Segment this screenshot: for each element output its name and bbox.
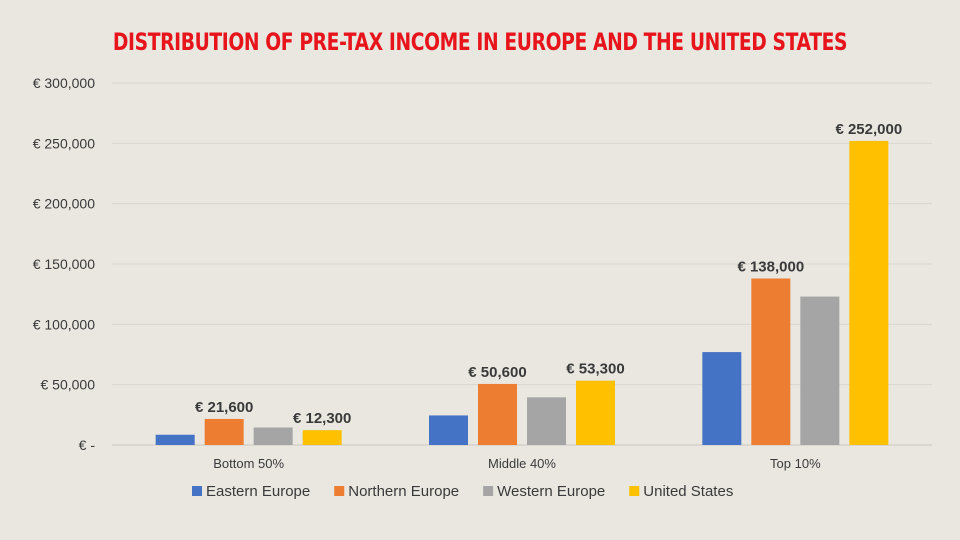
y-tick-label: € 200,000 (33, 196, 95, 212)
bar (800, 296, 840, 445)
legend-swatch (192, 486, 202, 496)
x-tick-label: Top 10% (770, 456, 821, 471)
bar (478, 383, 517, 445)
data-label: € 12,300 (293, 410, 351, 427)
bar (751, 278, 791, 445)
data-label: € 138,000 (737, 258, 804, 275)
legend-label: Eastern Europe (206, 483, 310, 500)
bar (204, 418, 244, 445)
data-label: € 53,300 (566, 361, 624, 378)
y-tick-label: € 300,000 (33, 75, 95, 91)
y-tick-label: € 50,000 (41, 377, 96, 393)
bar (302, 430, 342, 445)
chart-title: DISTRIBUTION OF PRE-TAX INCOME IN EUROPE… (112, 28, 848, 56)
bar (429, 415, 468, 445)
bar (155, 434, 195, 445)
bar (527, 397, 566, 445)
bar (702, 352, 742, 445)
legend-label: Northern Europe (348, 483, 459, 500)
bar (849, 140, 889, 446)
data-label: € 252,000 (835, 121, 902, 138)
x-tick-label: Middle 40% (488, 456, 556, 471)
y-tick-label: € - (79, 437, 96, 453)
y-tick-label: € 150,000 (33, 256, 95, 272)
bar (253, 427, 293, 445)
y-tick-label: € 100,000 (33, 316, 95, 332)
data-label: € 21,600 (195, 399, 253, 416)
x-tick-label: Bottom 50% (213, 456, 284, 471)
legend-swatch (629, 486, 640, 496)
legend-swatch (334, 486, 345, 496)
data-label: € 50,600 (468, 364, 526, 381)
bar (576, 380, 615, 445)
y-tick-label: € 250,000 (33, 135, 95, 151)
legend-swatch (483, 486, 494, 496)
legend-label: United States (643, 483, 733, 500)
legend-label: Western Europe (497, 483, 605, 500)
